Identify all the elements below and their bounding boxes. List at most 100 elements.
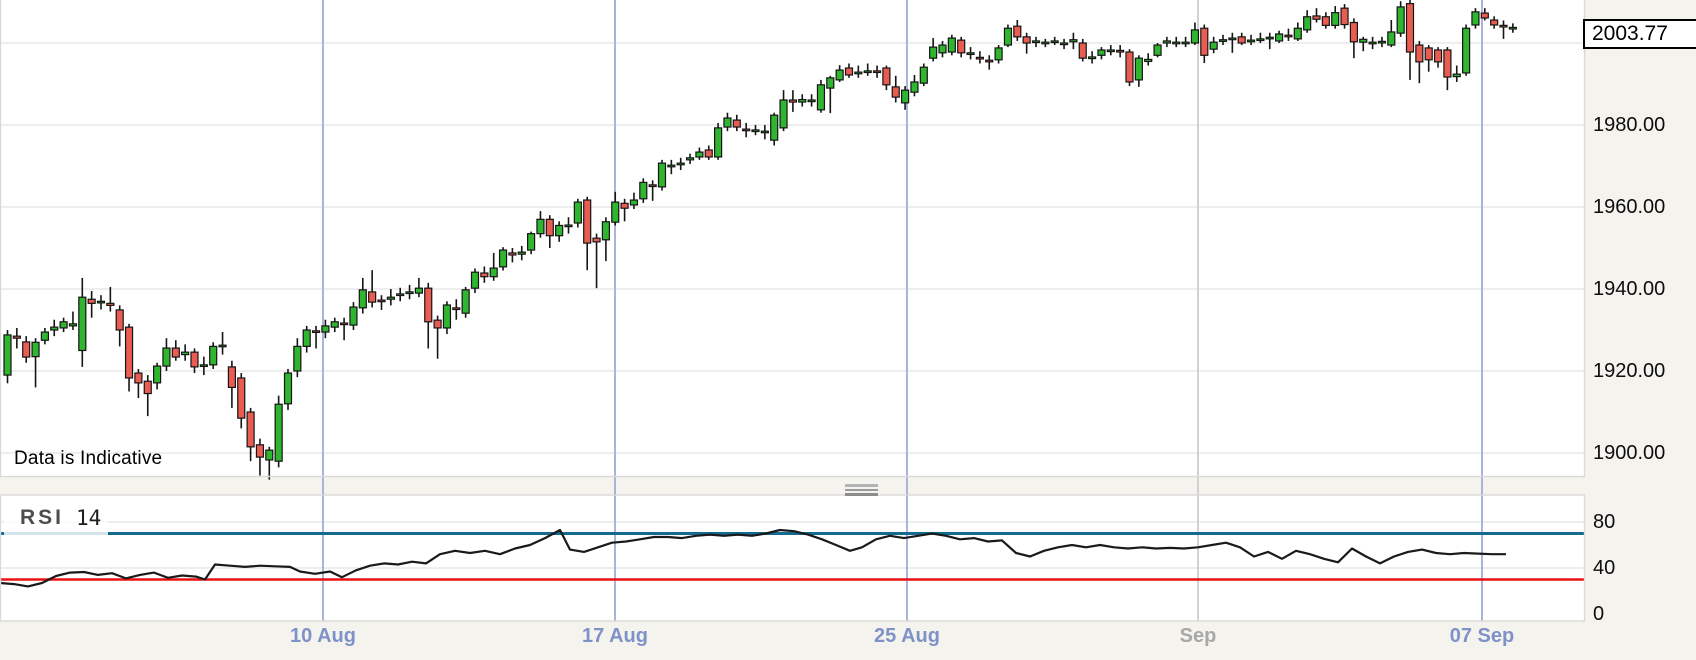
candle <box>1256 38 1265 42</box>
candle <box>1471 11 1480 26</box>
candle <box>713 127 723 158</box>
candle <box>171 347 180 358</box>
candle <box>1303 16 1312 31</box>
candle <box>723 117 732 128</box>
candle <box>760 130 769 134</box>
candle <box>1359 38 1368 43</box>
candle <box>283 372 293 405</box>
rsi-indicator-name: RSI <box>20 506 65 529</box>
candle <box>900 89 910 104</box>
candle <box>265 449 274 461</box>
candle <box>1153 44 1162 56</box>
candle <box>115 309 124 331</box>
candle <box>583 199 592 244</box>
candle <box>190 351 199 368</box>
candle <box>882 67 891 86</box>
candle <box>1078 42 1087 59</box>
candle <box>620 202 629 209</box>
candle <box>22 341 31 358</box>
candle <box>106 302 115 307</box>
candle <box>629 199 639 206</box>
main-panel-border <box>0 0 1586 478</box>
candle <box>377 299 386 303</box>
rsi-indicator-label[interactable]: RSI 14 <box>4 497 108 539</box>
candle <box>424 287 433 323</box>
candle <box>1003 27 1013 46</box>
candle <box>1218 39 1228 42</box>
price-tick-label: 1920.00 <box>1593 360 1666 382</box>
candle <box>807 99 816 103</box>
candle <box>368 291 377 303</box>
candle <box>536 218 545 235</box>
candle <box>1144 58 1153 63</box>
candle <box>414 287 423 294</box>
candle <box>835 69 844 81</box>
price-tick-label: 1940.00 <box>1593 278 1666 300</box>
candle <box>237 377 246 419</box>
date-tick-label: 10 Aug <box>290 625 356 647</box>
candle <box>162 347 171 367</box>
candle <box>1041 41 1050 45</box>
candle <box>311 330 321 334</box>
candle <box>153 365 162 384</box>
candle <box>433 319 442 329</box>
candle <box>788 99 798 103</box>
candle <box>1246 39 1256 43</box>
candle <box>844 67 854 76</box>
candle <box>293 345 302 372</box>
candle <box>12 335 21 339</box>
candle <box>1433 49 1443 63</box>
candle <box>1050 40 1059 44</box>
candle <box>676 162 685 166</box>
candle <box>657 162 667 188</box>
candle <box>648 184 657 188</box>
candle <box>667 164 676 168</box>
candle <box>1265 36 1274 40</box>
candle <box>1106 49 1115 53</box>
candle <box>854 71 863 75</box>
candle <box>1087 56 1097 60</box>
candle <box>78 296 87 352</box>
date-tick-label: 25 Aug <box>874 625 940 647</box>
candle <box>452 307 461 311</box>
rsi-tick-label: 80 <box>1593 511 1616 533</box>
candle <box>1340 7 1349 26</box>
candle <box>1321 16 1330 26</box>
candle <box>1200 27 1209 56</box>
candle <box>396 293 405 297</box>
candle <box>929 46 938 59</box>
indicative-data-watermark: Data is Indicative <box>14 448 163 469</box>
candle <box>1181 41 1190 45</box>
candle <box>994 47 1003 61</box>
candle <box>639 181 648 200</box>
candle <box>349 306 358 326</box>
candle <box>302 329 311 347</box>
candle <box>573 201 582 224</box>
candle <box>863 70 872 74</box>
candle <box>1022 36 1031 44</box>
candle <box>1284 34 1293 38</box>
candle <box>470 271 480 289</box>
candle <box>1387 31 1396 46</box>
candle <box>1237 36 1246 44</box>
candle <box>751 129 760 133</box>
candle <box>1452 73 1461 78</box>
candles-layer <box>3 0 1517 480</box>
candle <box>872 70 882 74</box>
rsi-line <box>0 528 1506 588</box>
price-tick-label: 1960.00 <box>1593 196 1666 218</box>
pane-divider-strip <box>0 477 1585 495</box>
candle <box>1228 37 1237 41</box>
candle <box>1499 24 1508 28</box>
candle <box>508 252 517 256</box>
candle <box>816 84 826 111</box>
candle <box>685 157 695 161</box>
pane-resize-handle[interactable] <box>845 484 878 496</box>
candle <box>1508 26 1517 30</box>
candle <box>40 331 50 341</box>
candle <box>498 249 508 268</box>
candle <box>526 233 536 251</box>
candle <box>330 321 339 328</box>
